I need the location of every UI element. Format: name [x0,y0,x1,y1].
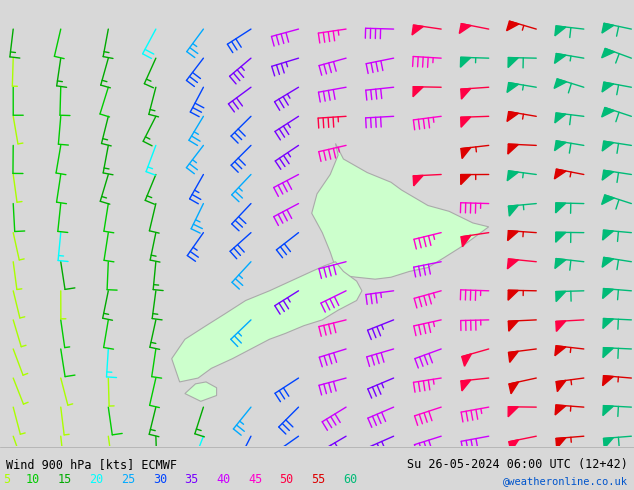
Text: 45: 45 [248,473,262,487]
Polygon shape [556,321,566,331]
Polygon shape [604,438,614,448]
Polygon shape [461,147,471,159]
Polygon shape [602,107,614,117]
Text: 30: 30 [153,473,167,487]
Polygon shape [185,382,217,401]
Polygon shape [461,174,470,185]
Polygon shape [554,169,566,179]
Polygon shape [556,292,566,302]
Polygon shape [459,24,471,33]
Polygon shape [507,112,519,122]
Polygon shape [461,89,471,99]
Polygon shape [555,203,566,213]
Polygon shape [508,321,518,331]
Polygon shape [462,354,472,366]
Polygon shape [508,231,519,241]
Text: 15: 15 [58,473,72,487]
Polygon shape [603,406,613,416]
Text: 50: 50 [280,473,294,487]
Text: Su 26-05-2024 06:00 UTC (12+42): Su 26-05-2024 06:00 UTC (12+42) [407,458,628,471]
Polygon shape [461,380,471,391]
Polygon shape [603,289,614,298]
Polygon shape [413,87,423,97]
Polygon shape [554,79,567,88]
Polygon shape [555,232,566,242]
Polygon shape [555,26,566,36]
Text: 20: 20 [89,473,103,487]
Polygon shape [555,53,566,63]
Polygon shape [509,382,519,394]
Text: 5: 5 [3,473,10,487]
Text: 10: 10 [26,473,40,487]
Polygon shape [413,175,423,186]
Polygon shape [508,144,518,154]
Polygon shape [602,257,614,267]
Polygon shape [602,171,614,180]
Polygon shape [555,259,566,269]
Polygon shape [508,407,518,417]
Polygon shape [507,21,519,31]
Polygon shape [508,58,518,68]
Polygon shape [508,351,519,363]
Polygon shape [461,235,471,246]
Polygon shape [172,262,362,382]
Polygon shape [460,57,470,67]
Polygon shape [602,141,614,151]
Polygon shape [603,376,614,386]
Text: @weatheronline.co.uk: @weatheronline.co.uk [503,476,628,487]
Polygon shape [602,230,614,240]
Polygon shape [508,290,518,300]
Polygon shape [312,144,489,279]
Polygon shape [555,405,566,415]
Text: 40: 40 [216,473,230,487]
Text: 60: 60 [343,473,357,487]
Polygon shape [556,438,566,448]
Polygon shape [556,380,566,392]
Polygon shape [555,141,566,151]
Text: Wind 900 hPa [kts] ECMWF: Wind 900 hPa [kts] ECMWF [6,458,178,471]
Polygon shape [508,205,519,216]
Polygon shape [603,318,613,328]
Polygon shape [412,25,424,35]
Text: 35: 35 [184,473,198,487]
Polygon shape [507,83,519,93]
Polygon shape [555,113,566,123]
Polygon shape [461,117,470,127]
Polygon shape [507,259,519,269]
Polygon shape [602,24,614,33]
Polygon shape [555,346,566,356]
Polygon shape [507,171,519,181]
Polygon shape [509,440,519,452]
Polygon shape [602,82,614,92]
Text: 55: 55 [311,473,325,487]
Polygon shape [602,49,614,58]
Polygon shape [603,347,613,358]
Text: 25: 25 [121,473,135,487]
Polygon shape [602,195,614,204]
